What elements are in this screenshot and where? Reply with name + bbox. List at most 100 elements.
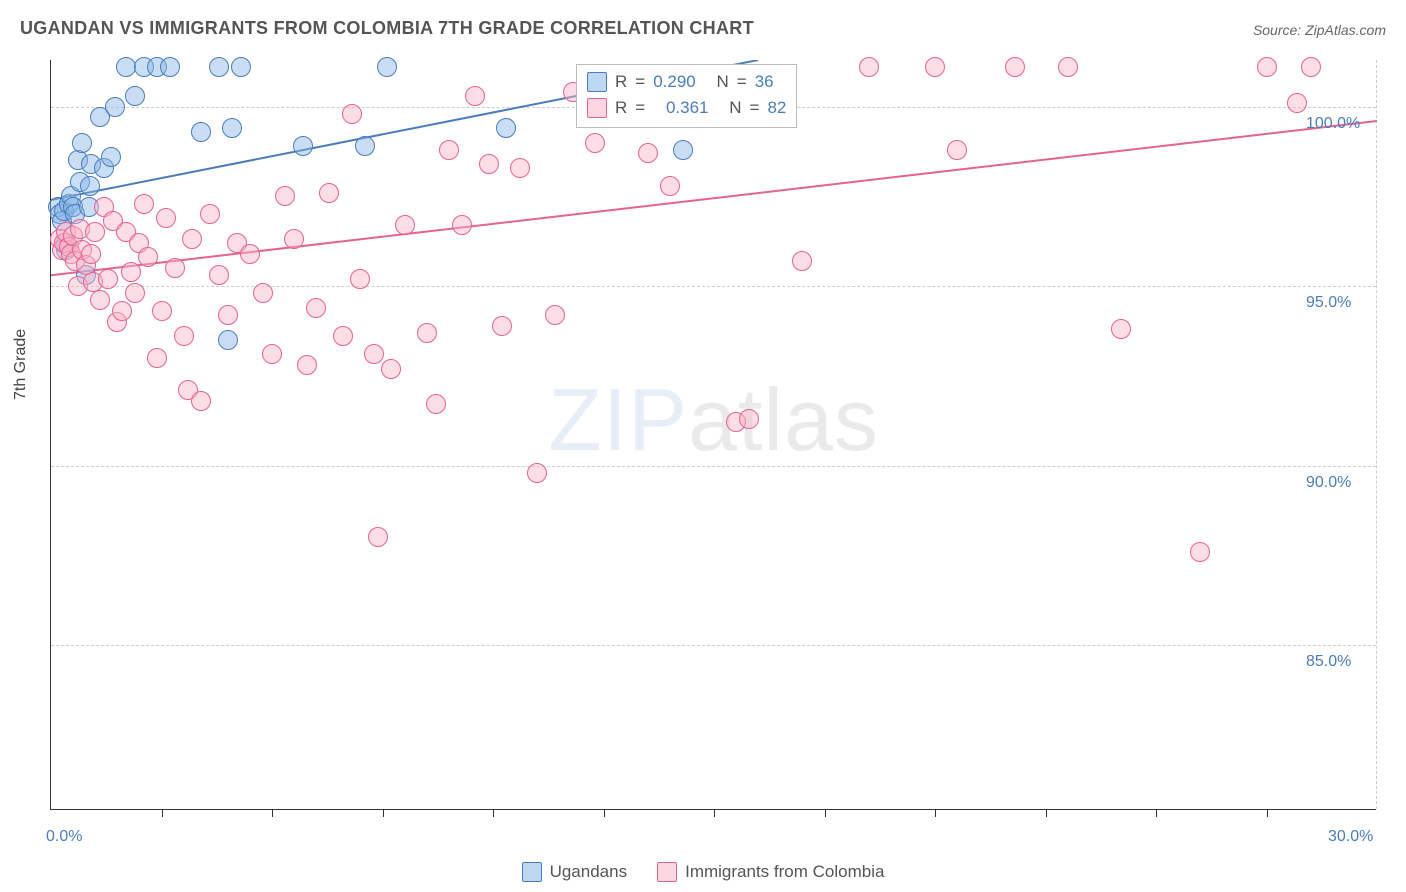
data-point [134, 194, 154, 214]
eq-label-2: = [737, 69, 747, 95]
data-point [395, 215, 415, 235]
y-tick-label: 85.0% [1306, 653, 1351, 671]
data-point [105, 97, 125, 117]
correlation-stats-box: R = 0.290 N = 36 R = 0.361 N = 82 [576, 64, 797, 128]
data-point [156, 208, 176, 228]
data-point [81, 244, 101, 264]
data-point [98, 269, 118, 289]
legend-label-colombia: Immigrants from Colombia [685, 862, 884, 882]
data-point [381, 359, 401, 379]
y-tick-label: 100.0% [1306, 115, 1360, 133]
r-value-ugandans: 0.290 [653, 69, 696, 95]
x-tick-label: 0.0% [46, 828, 82, 846]
legend-swatch-blue-icon [522, 862, 542, 882]
y-tick-label: 90.0% [1306, 474, 1351, 492]
data-point [1058, 57, 1078, 77]
data-point [377, 57, 397, 77]
legend: Ugandans Immigrants from Colombia [0, 862, 1406, 882]
data-point [333, 326, 353, 346]
data-point [496, 118, 516, 138]
data-point [585, 133, 605, 153]
data-point [253, 283, 273, 303]
eq-label-b2: = [750, 95, 760, 121]
data-point [426, 394, 446, 414]
data-point [90, 290, 110, 310]
n-label: N [717, 69, 729, 95]
data-point [1301, 57, 1321, 77]
data-point [125, 86, 145, 106]
chart-title: UGANDAN VS IMMIGRANTS FROM COLOMBIA 7TH … [20, 18, 754, 39]
data-point [660, 176, 680, 196]
data-point [152, 301, 172, 321]
eq-label-b: = [635, 95, 645, 121]
eq-label: = [635, 69, 645, 95]
grid-layer [51, 60, 1376, 809]
watermark-atlas: atlas [688, 370, 879, 469]
x-tick-label: 30.0% [1328, 828, 1373, 846]
data-point [439, 140, 459, 160]
data-point [191, 391, 211, 411]
r-label-b: R [615, 95, 627, 121]
data-point [306, 298, 326, 318]
data-point [165, 258, 185, 278]
data-point [1005, 57, 1025, 77]
data-point [85, 222, 105, 242]
data-point [350, 269, 370, 289]
data-point [218, 305, 238, 325]
data-point [947, 140, 967, 160]
data-point [125, 283, 145, 303]
n-label-b: N [729, 95, 741, 121]
n-value-ugandans: 36 [755, 69, 774, 95]
plot-area: ZIPatlas R = 0.290 N = 36 R = 0.361 N = … [50, 60, 1376, 810]
data-point [275, 186, 295, 206]
data-point [262, 344, 282, 364]
data-point [355, 136, 375, 156]
data-point [218, 330, 238, 350]
data-point [284, 229, 304, 249]
swatch-pink-icon [587, 98, 607, 118]
data-point [673, 140, 693, 160]
watermark: ZIPatlas [548, 369, 879, 471]
data-point [147, 348, 167, 368]
data-point [319, 183, 339, 203]
data-point [364, 344, 384, 364]
data-point [240, 244, 260, 264]
data-point [792, 251, 812, 271]
data-point [739, 409, 759, 429]
watermark-zip: ZIP [548, 370, 688, 469]
data-point [545, 305, 565, 325]
data-point [174, 326, 194, 346]
legend-label-ugandans: Ugandans [550, 862, 628, 882]
data-point [101, 147, 121, 167]
data-point [191, 122, 211, 142]
legend-item-ugandans: Ugandans [522, 862, 628, 882]
data-point [452, 215, 472, 235]
data-point [209, 265, 229, 285]
r-label: R [615, 69, 627, 95]
data-point [160, 57, 180, 77]
data-point [1190, 542, 1210, 562]
source-label: Source: ZipAtlas.com [1253, 22, 1386, 38]
legend-swatch-pink-icon [657, 862, 677, 882]
data-point [231, 57, 251, 77]
trend-lines [51, 60, 1377, 810]
swatch-blue-icon [587, 72, 607, 92]
data-point [925, 57, 945, 77]
data-point [479, 154, 499, 174]
data-point [112, 301, 132, 321]
r-value-colombia: 0.361 [666, 95, 709, 121]
data-point [138, 247, 158, 267]
data-point [859, 57, 879, 77]
data-point [182, 229, 202, 249]
stats-row-ugandans: R = 0.290 N = 36 [587, 69, 786, 95]
data-point [1287, 93, 1307, 113]
n-value-colombia: 82 [767, 95, 786, 121]
data-point [200, 204, 220, 224]
data-point [80, 176, 100, 196]
data-point [121, 262, 141, 282]
data-point [1257, 57, 1277, 77]
data-point [417, 323, 437, 343]
y-axis-label: 7th Grade [12, 329, 30, 400]
y-tick-label: 95.0% [1306, 294, 1351, 312]
data-point [492, 316, 512, 336]
